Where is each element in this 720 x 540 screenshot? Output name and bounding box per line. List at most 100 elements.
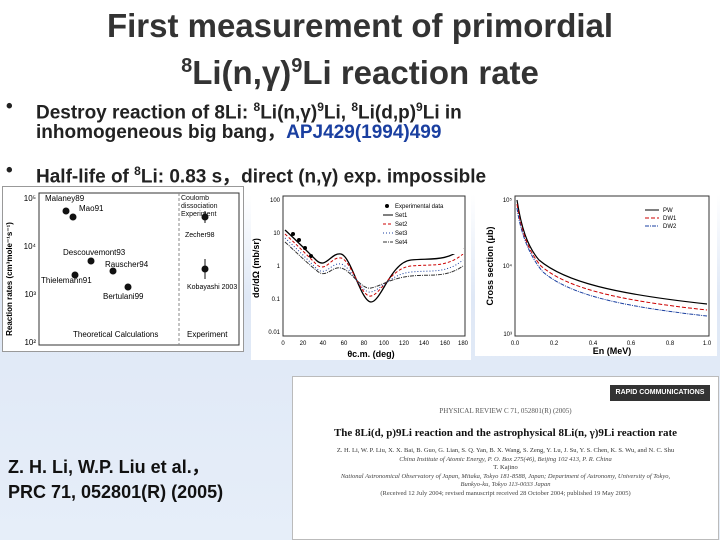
fig-mid-ytick: 0.1	[272, 297, 281, 303]
bullet-dot: •	[6, 160, 13, 181]
b1-line2: inhomogeneous big bang，	[36, 122, 287, 143]
b2-a: Half-life of	[36, 166, 135, 188]
b2-b: Li: 0.83 s，direct (n,γ) exp. impossible	[140, 166, 487, 188]
fig-mid-xtick: 80	[361, 341, 368, 347]
fig-mid-xtick: 120	[399, 341, 410, 347]
b1-sup2: 9	[317, 100, 324, 114]
reaction-rate-svg: Reaction rates (cm³mole⁻¹s⁻¹) 10⁵ 10⁴ 10…	[5, 192, 240, 347]
point-descouvemont	[87, 257, 95, 265]
label-coulomb: Coulomb dissociation Experiment	[181, 195, 218, 218]
b1-reference: APJ429(1994)499	[286, 122, 442, 143]
title-sup2: 9	[291, 55, 303, 77]
paper-dates: (Received 12 July 2004; revised manuscri…	[380, 489, 631, 497]
fig-mid-xtick: 40	[320, 341, 327, 347]
b1-c: Li,	[323, 102, 352, 124]
fig-mid-xlabel: θc.m. (deg)	[347, 349, 394, 359]
label-experiment: Experiment	[187, 330, 228, 339]
b1-a: Destroy reaction of 8Li:	[36, 102, 254, 124]
curve-set3	[284, 237, 464, 293]
fig-mid-xtick: 100	[379, 341, 390, 347]
fig-left-ytick: 10³	[24, 290, 36, 299]
fig-right-ylabel: Cross section (μb)	[485, 226, 495, 305]
legend-set3: Set3	[395, 231, 408, 237]
point-mao	[69, 213, 77, 221]
fig-left-ytick: 10²	[24, 338, 36, 347]
paper-author2: T. Kajino	[493, 464, 518, 471]
point-thielemann	[71, 271, 79, 279]
title-sup1: 8	[181, 55, 193, 77]
paper-affil2: National Astronomical Observatory of Jap…	[340, 472, 671, 489]
paper-affil1: China Institute of Atomic Energy, P. O. …	[399, 455, 612, 463]
point-bertulani	[124, 283, 132, 291]
fig-mid-xtick: 160	[440, 341, 451, 347]
fig-mid-ytick: 100	[270, 198, 281, 204]
curve-pw	[516, 199, 708, 305]
paper-authors: Z. H. Li, W. P. Liu, X. X. Bai, B. Guo, …	[336, 447, 675, 454]
b1-sup1: 8	[253, 100, 261, 114]
fig-mid-xtick: 0	[281, 341, 285, 347]
data-point	[291, 232, 295, 236]
curve-dw2	[516, 207, 708, 317]
label-bertulani: Bertulani99	[103, 292, 144, 301]
fig-mid-ytick: 10	[273, 231, 280, 237]
label-zecher: Zecher98	[185, 232, 215, 239]
b1-sup4: 9	[416, 100, 423, 114]
fig-mid-axes	[282, 195, 466, 337]
fig-right-ytick: 10⁵	[503, 197, 513, 204]
legend-dw2: DW2	[663, 224, 677, 230]
fig-right-xtick: 0.4	[589, 341, 598, 347]
fig-right-xtick: 0.8	[666, 341, 675, 347]
fig-mid-ytick: 0.01	[268, 330, 280, 336]
citation: Z. H. Li, W.P. Liu et al.， PRC 71, 05280…	[8, 455, 223, 505]
fig-right-xtick: 0.2	[550, 341, 559, 347]
bullet-dot: •	[6, 96, 13, 117]
curve-dw1	[516, 203, 708, 311]
legend-set1: Set1	[395, 213, 408, 219]
angular-distribution-figure: dσ/dΩ (mb/sr) 100 10 1 0.1 0.01 0 20 40 …	[251, 190, 471, 360]
label-malaney: Malaney89	[45, 194, 85, 203]
title-line2b: Li reaction rate	[302, 54, 539, 91]
fig-right-xlabel: En (MeV)	[593, 346, 632, 356]
b2-sup: 8	[134, 164, 141, 178]
b1-b: Li(n,γ)	[260, 102, 318, 124]
fig-right-xtick: 0.0	[511, 341, 520, 347]
fig-mid-xtick: 180	[458, 341, 469, 347]
data-point	[303, 246, 307, 250]
point-malaney	[62, 207, 70, 215]
legend-dw1: DW1	[663, 216, 677, 222]
fig-right-ytick: 10⁴	[503, 263, 513, 270]
fig-left-axes	[38, 192, 240, 346]
fig-left-ytick: 10⁴	[24, 242, 37, 251]
paper-snippet: RAPID COMMUNICATIONS PHYSICAL REVIEW C 7…	[292, 376, 719, 540]
curve-set2	[284, 233, 464, 297]
citation-line2: PRC 71, 052801(R) (2005)	[8, 482, 224, 502]
fig-right-ytick: 10³	[503, 332, 512, 338]
fig-right-xtick: 1.0	[703, 341, 712, 347]
legend-set2: Set2	[395, 222, 408, 228]
fig-mid-ytick: 1	[277, 264, 281, 270]
cross-section-svg: Cross section (μb) 10⁵ 10⁴ 10³ 0.0 0.2 0…	[485, 195, 712, 356]
legend-marker	[385, 204, 389, 208]
b1-sup3: 8	[351, 100, 359, 114]
b1-e: Li in	[422, 102, 462, 124]
fig-right-axes	[514, 195, 710, 337]
fig-left-ylabel: Reaction rates (cm³mole⁻¹s⁻¹)	[5, 222, 14, 336]
slide-title: First measurement of primordial 8Li(n,γ)…	[0, 6, 720, 93]
fig-mid-xtick: 140	[419, 341, 430, 347]
data-point	[297, 238, 301, 242]
b1-d: Li(d,p)	[358, 102, 417, 124]
label-rauscher: Rauscher94	[105, 260, 149, 269]
legend-experimental: Experimental data	[395, 204, 444, 210]
label-theoretical: Theoretical Calculations	[73, 330, 158, 339]
label-descouvemont: Descouvemont93	[63, 248, 126, 257]
point-rauscher	[109, 267, 117, 275]
curve-set4	[284, 241, 464, 289]
legend-pw: PW	[663, 208, 673, 214]
fig-left-ytick: 10⁵	[24, 194, 36, 203]
paper-authors-block: Z. H. Li, W. P. Liu, X. X. Bai, B. Guo, …	[333, 447, 678, 498]
title-line1: First measurement of primordial	[106, 7, 614, 44]
paper-header: RAPID COMMUNICATIONS	[610, 385, 710, 401]
fig-mid-xtick: 20	[300, 341, 307, 347]
label-mao: Mao91	[79, 204, 104, 213]
fig-right-xtick: 0.6	[627, 341, 636, 347]
